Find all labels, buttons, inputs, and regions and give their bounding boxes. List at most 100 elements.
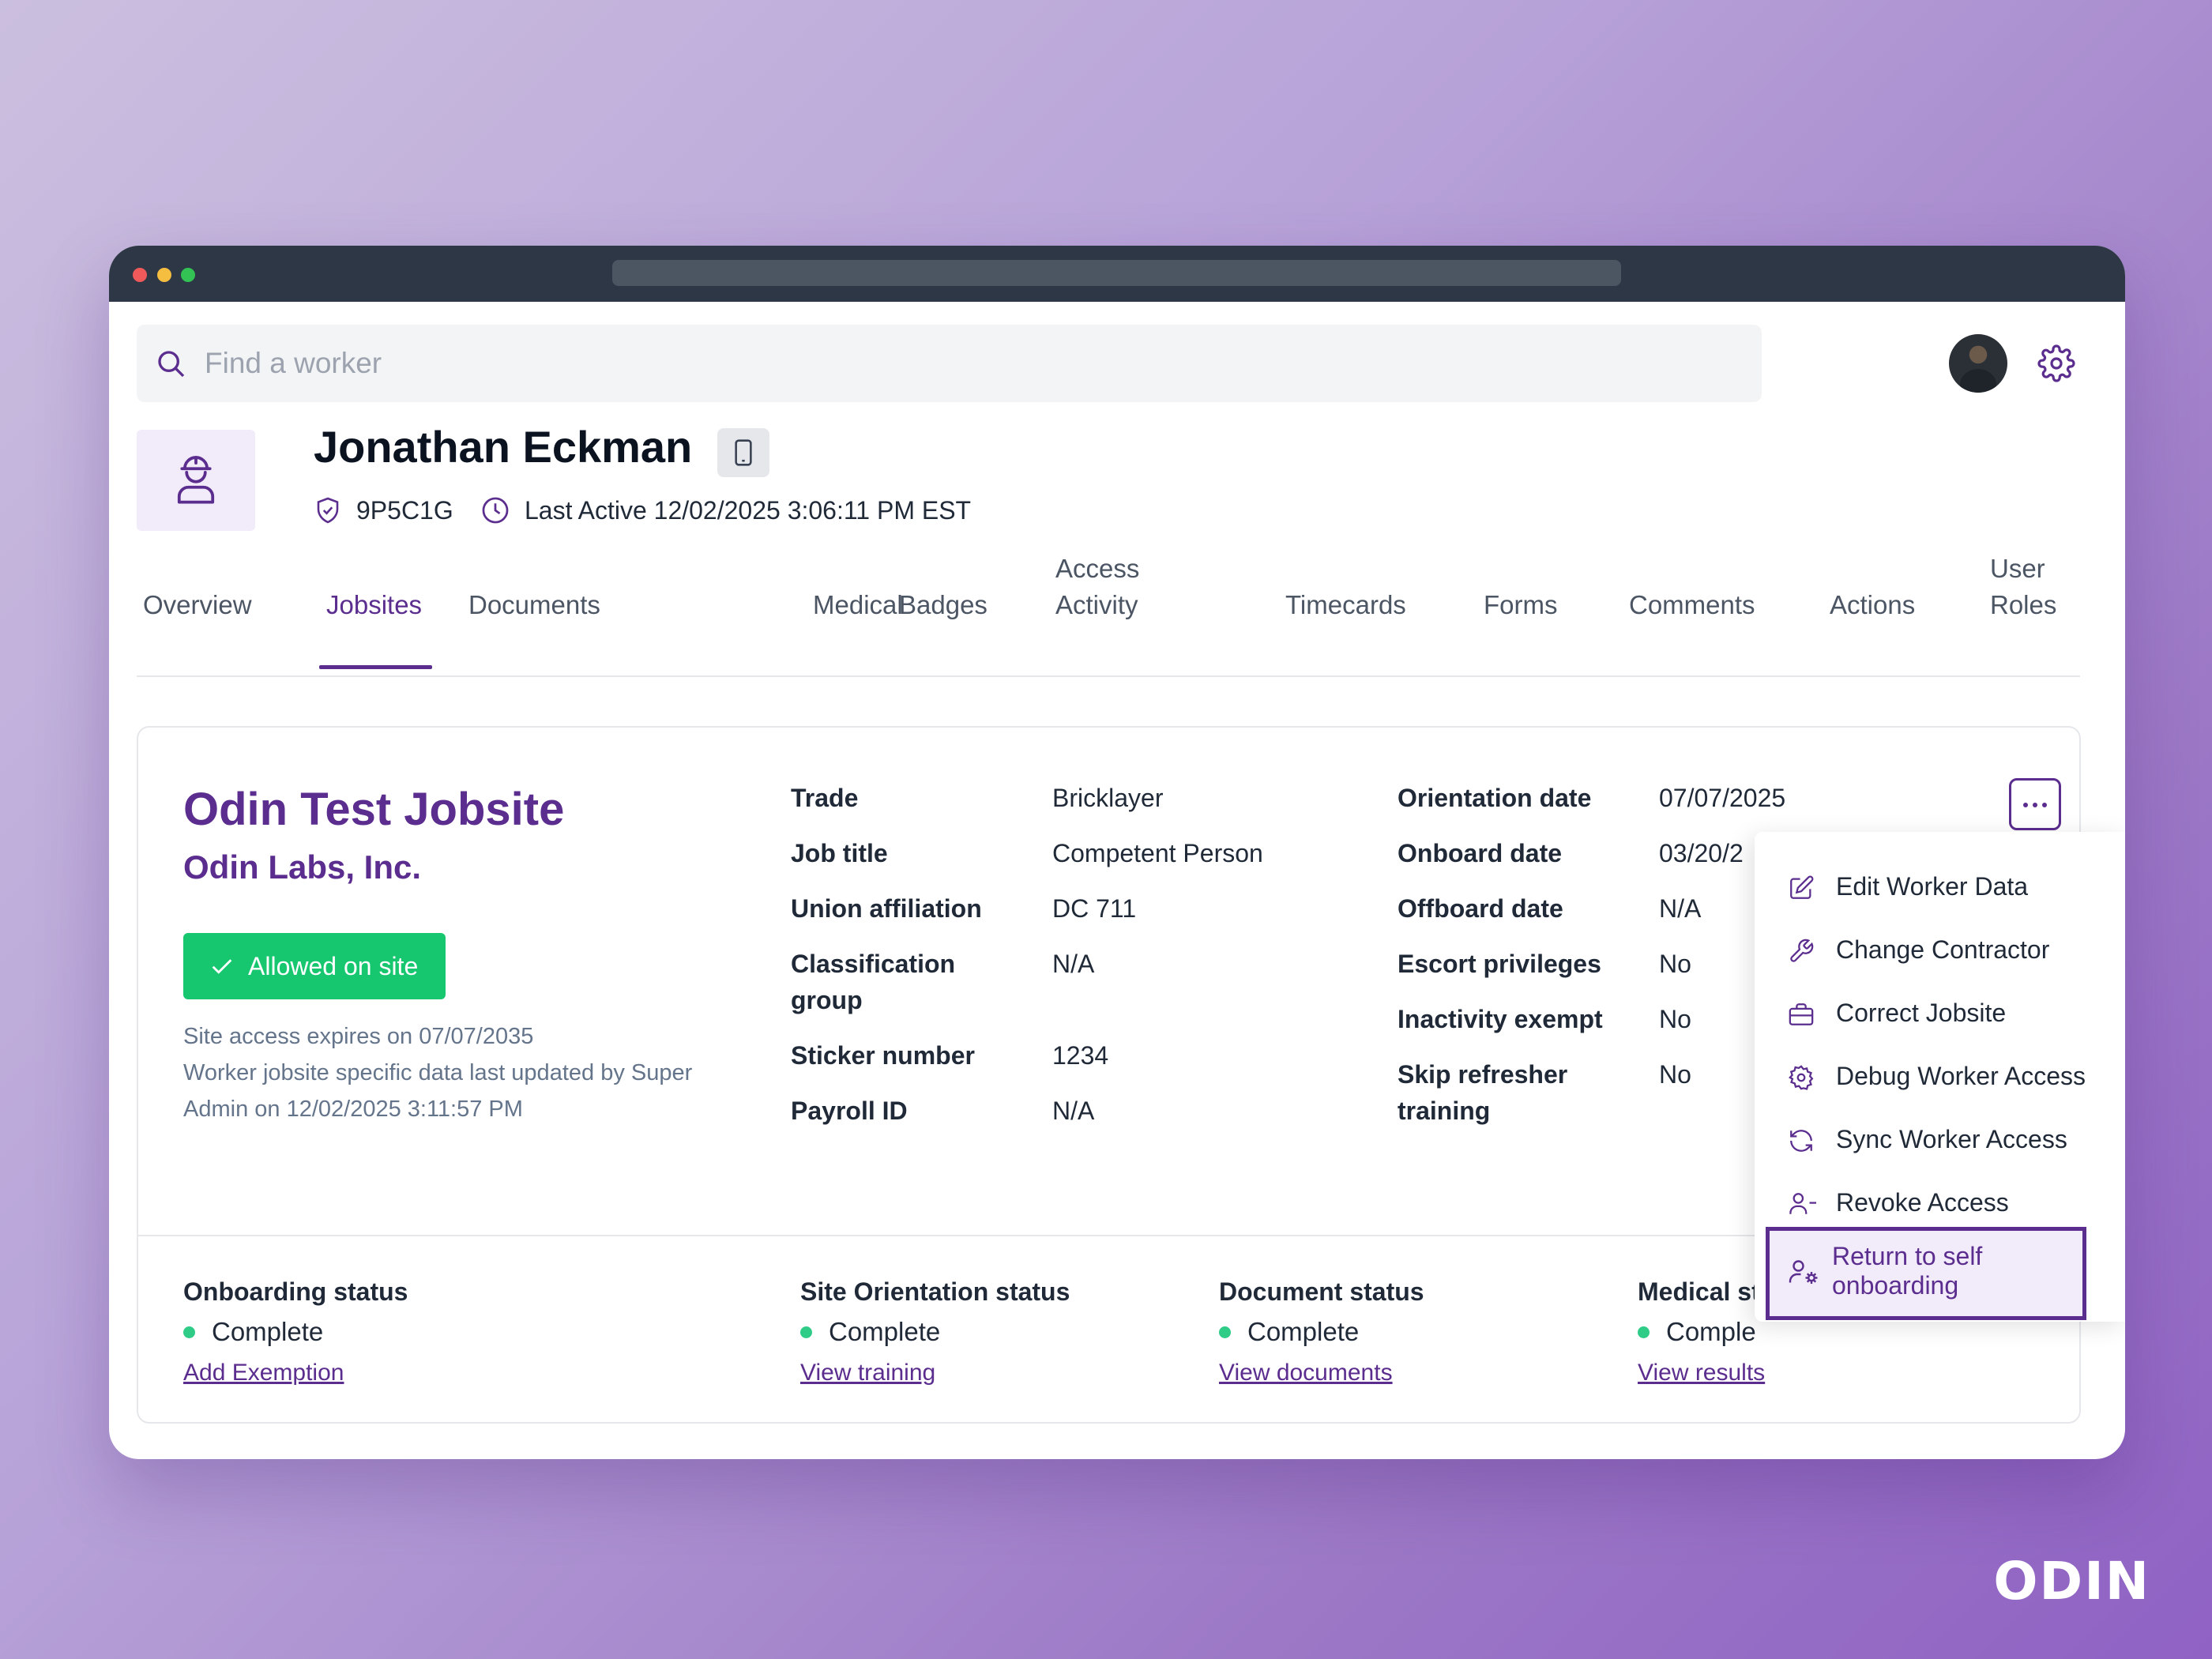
clock-icon: [482, 497, 509, 524]
mobile-device-button[interactable]: [717, 428, 769, 477]
construction-worker-icon: [177, 456, 215, 504]
more-dot: [2042, 803, 2047, 807]
document-status-label: Document status: [1219, 1277, 1424, 1306]
edit-icon: [1790, 875, 1814, 899]
maximize-window-button[interactable]: [181, 268, 195, 282]
union-affiliation-value: DC 711: [1052, 894, 1137, 923]
view-documents-link[interactable]: View documents: [1219, 1360, 1393, 1386]
minimize-window-button[interactable]: [157, 268, 171, 282]
status-dot: [800, 1326, 812, 1338]
add-exemption-link[interactable]: Add Exemption: [183, 1360, 344, 1386]
refresh-icon: [1790, 1130, 1812, 1152]
tab-jobsites[interactable]: Jobsites: [326, 590, 423, 619]
medical-status-label: Medical st: [1638, 1277, 1760, 1306]
correct-jobsite-item[interactable]: Correct Jobsite: [1755, 982, 2125, 1045]
actions-dropdown-menu: Edit Worker Data Change Contractor Corre…: [1755, 832, 2125, 1322]
union-affiliation-label: Union affiliation: [791, 894, 982, 923]
shield-check-icon: [317, 497, 339, 524]
site-orientation-status-text: Complete: [829, 1317, 941, 1346]
browser-window: Jonathan Eckman 9P5C1G Last Active 12/02…: [109, 246, 2125, 1459]
user-minus-icon: [1789, 1193, 1816, 1214]
trade-value: Bricklayer: [1052, 784, 1164, 812]
user-avatar[interactable]: [1949, 334, 2007, 393]
debug-worker-access-item[interactable]: Debug Worker Access: [1755, 1045, 2125, 1108]
briefcase-icon: [1789, 1003, 1814, 1025]
debug-worker-access-label: Debug Worker Access: [1836, 1062, 2086, 1090]
access-status-text: Allowed on site: [248, 951, 419, 980]
correct-jobsite-label: Correct Jobsite: [1836, 999, 2007, 1027]
sync-worker-access-label: Sync Worker Access: [1836, 1125, 2067, 1153]
inactivity-exempt-value: No: [1659, 1005, 1691, 1033]
worker-search[interactable]: [137, 325, 1762, 402]
skip-refresher-training-label: Skip refresher training: [1398, 1060, 1568, 1125]
jobsite-card: Odin Test Jobsite Odin Labs, Inc. Allowe…: [137, 726, 2081, 1424]
escort-privileges-label: Escort privileges: [1398, 950, 1601, 978]
check-icon: [212, 959, 232, 974]
tab-overview[interactable]: Overview: [143, 590, 252, 619]
trade-label: Trade: [791, 784, 859, 812]
site-orientation-status-value: Complete: [800, 1317, 940, 1347]
return-to-self-onboarding-item[interactable]: Return to self onboarding: [1766, 1227, 2086, 1320]
wrench-icon: [1790, 939, 1814, 962]
tab-access-activity[interactable]: Access Activity: [1055, 554, 1140, 619]
onboarding-status-label: Onboarding status: [183, 1277, 408, 1306]
classification-group-label: Classification group: [791, 950, 956, 1014]
revoke-access-label: Revoke Access: [1836, 1188, 2009, 1217]
last-active: Last Active 12/02/2025 3:06:11 PM EST: [480, 493, 971, 528]
close-window-button[interactable]: [133, 268, 147, 282]
onboard-date-value: 03/20/2: [1659, 839, 1744, 867]
active-tab-indicator: [319, 665, 432, 669]
search-input[interactable]: [205, 339, 1706, 388]
sticker-number-label: Sticker number: [791, 1041, 975, 1070]
job-title-value: Competent Person: [1052, 839, 1263, 867]
job-title-label: Job title: [791, 839, 888, 867]
settings-gear-icon[interactable]: [2037, 344, 2075, 382]
worker-name: Jonathan Eckman: [314, 422, 693, 472]
status-dot: [1219, 1326, 1231, 1338]
revoke-access-item[interactable]: Revoke Access: [1755, 1172, 2125, 1235]
medical-status-text: Comple: [1666, 1317, 1756, 1346]
tab-user-roles[interactable]: User Roles: [1990, 554, 2057, 619]
edit-worker-data-item[interactable]: Edit Worker Data: [1755, 856, 2125, 919]
status-dot: [183, 1326, 195, 1338]
odin-logo: ODIN: [1993, 1551, 2150, 1612]
address-bar[interactable]: [612, 260, 1621, 286]
sync-worker-access-item[interactable]: Sync Worker Access: [1755, 1108, 2125, 1172]
tab-comments[interactable]: Comments: [1629, 590, 1755, 619]
view-training-link[interactable]: View training: [800, 1360, 936, 1386]
view-results-link[interactable]: View results: [1638, 1360, 1766, 1386]
onboard-date-label: Onboard date: [1398, 839, 1563, 867]
last-updated-note-line2: Admin on 12/02/2025 3:11:57 PM: [183, 1097, 523, 1122]
onboarding-status-text: Complete: [212, 1317, 324, 1346]
tab-medical[interactable]: Medical: [813, 590, 903, 619]
sticker-number-value: 1234: [1052, 1041, 1109, 1070]
more-dot: [2033, 803, 2037, 807]
more-options-button[interactable]: [2009, 778, 2061, 830]
last-active-text: Last Active 12/02/2025 3:06:11 PM EST: [525, 495, 972, 525]
return-to-self-onboarding-label: Return to self onboarding: [1832, 1242, 1983, 1300]
tab-actions[interactable]: Actions: [1830, 590, 1916, 619]
tab-bar: Overview Jobsites Documents Medical Badg…: [137, 554, 2080, 677]
site-orientation-status-label: Site Orientation status: [800, 1277, 1070, 1306]
skip-refresher-training-value: No: [1659, 1060, 1691, 1089]
last-updated-note-line1: Worker jobsite specific data last update…: [183, 1060, 693, 1085]
tab-timecards[interactable]: Timecards: [1285, 590, 1406, 619]
document-status-value: Complete: [1219, 1317, 1359, 1347]
payroll-id-label: Payroll ID: [791, 1097, 908, 1125]
worker-avatar: [137, 430, 255, 531]
change-contractor-label: Change Contractor: [1836, 935, 2050, 964]
smartphone-icon: [735, 439, 752, 466]
worker-id-text: 9P5C1G: [356, 495, 453, 525]
tab-documents[interactable]: Documents: [468, 590, 600, 619]
offboard-date-label: Offboard date: [1398, 894, 1563, 923]
edit-worker-data-label: Edit Worker Data: [1836, 872, 2029, 901]
title-bar: [109, 246, 2125, 302]
tab-badges[interactable]: Badges: [899, 590, 988, 619]
inactivity-exempt-label: Inactivity exempt: [1398, 1005, 1603, 1033]
access-expiry-note: Site access expires on 07/07/2035: [183, 1024, 534, 1049]
escort-privileges-value: No: [1659, 950, 1691, 978]
tab-forms[interactable]: Forms: [1484, 590, 1558, 619]
change-contractor-item[interactable]: Change Contractor: [1755, 919, 2125, 982]
status-dot: [1638, 1326, 1650, 1338]
orientation-date-label: Orientation date: [1398, 784, 1592, 812]
